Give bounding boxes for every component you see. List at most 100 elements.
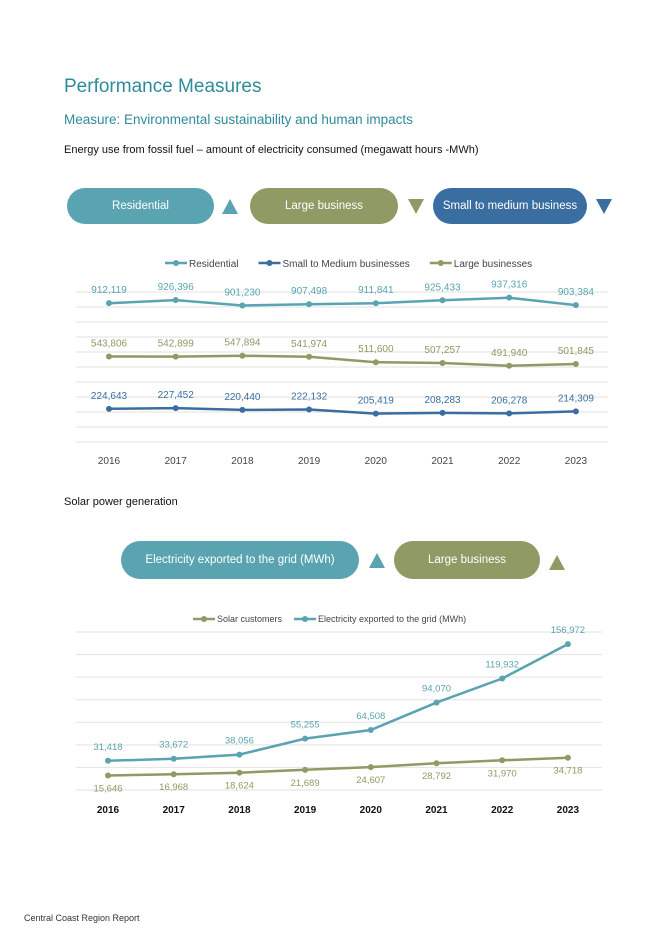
data-point	[367, 764, 374, 771]
data-point	[239, 406, 246, 413]
data-point	[172, 405, 179, 412]
x-tick-label: 2020	[360, 805, 383, 816]
data-label: 156,972	[551, 625, 585, 636]
data-point	[572, 408, 579, 415]
x-tick-label: 2020	[365, 456, 388, 467]
data-label: 206,278	[491, 395, 528, 406]
x-tick-label: 2016	[98, 456, 121, 467]
data-point	[239, 302, 246, 309]
data-point	[236, 769, 243, 776]
data-label: 912,119	[91, 285, 127, 296]
legend-label: Solar customers	[217, 614, 283, 624]
footer-text: Central Coast Region Report	[24, 913, 140, 923]
residential-pill: Residential	[67, 188, 214, 224]
data-point	[367, 727, 374, 734]
legend-marker	[201, 616, 207, 622]
data-point	[236, 751, 243, 758]
data-label: 911,841	[358, 285, 394, 296]
data-point	[572, 302, 579, 309]
data-point	[439, 409, 446, 416]
series-line	[108, 406, 576, 415]
up-triangle-icon	[222, 199, 238, 214]
data-label: 21,689	[291, 778, 320, 789]
data-point	[499, 675, 506, 682]
data-label: 55,255	[291, 720, 320, 731]
x-tick-label: 2018	[231, 456, 254, 467]
data-label: 901,230	[224, 288, 261, 299]
data-label: 64,508	[356, 711, 385, 722]
x-tick-label: 2017	[165, 456, 188, 467]
energy-caption: Energy use from fossil fuel – amount of …	[64, 144, 479, 156]
data-point	[106, 300, 112, 307]
data-point	[105, 757, 111, 764]
data-point	[306, 406, 313, 413]
data-point	[239, 352, 246, 359]
data-point	[439, 360, 446, 367]
data-label: 543,806	[91, 338, 128, 349]
x-tick-label: 2022	[491, 805, 514, 816]
up-triangle-icon	[549, 555, 565, 570]
data-point	[372, 410, 379, 417]
data-point	[372, 359, 379, 366]
data-point	[433, 699, 440, 706]
x-tick-label: 2021	[425, 805, 448, 816]
legend-label: Small to Medium businesses	[282, 259, 409, 270]
legend-label: Electricity exported to the grid (MWh)	[318, 614, 466, 624]
data-label: 491,940	[491, 348, 528, 359]
x-tick-label: 2023	[565, 456, 588, 467]
x-tick-label: 2016	[97, 805, 120, 816]
data-label: 16,968	[159, 782, 188, 793]
x-tick-label: 2019	[294, 805, 317, 816]
down-triangle-icon	[596, 199, 612, 214]
x-tick-label: 2022	[498, 456, 521, 467]
grid-export-pill: Electricity exported to the grid (MWh)	[121, 541, 359, 579]
energy-chart: Residential Small to Medium businesses Lar…	[76, 259, 608, 467]
down-triangle-icon	[408, 199, 424, 214]
data-point	[572, 360, 579, 367]
data-point	[372, 300, 379, 307]
data-point	[106, 353, 112, 360]
legend-marker	[266, 260, 273, 266]
data-label: 925,433	[424, 282, 461, 293]
data-point	[306, 353, 313, 360]
data-point	[564, 754, 571, 761]
x-tick-label: 2021	[431, 456, 454, 467]
solar-chart: Solar customers Electricity exported to t…	[76, 614, 602, 816]
data-label: 208,283	[424, 395, 461, 406]
large-business-pill: Large business	[250, 188, 398, 224]
data-point	[439, 297, 446, 304]
x-tick-label: 2017	[163, 805, 186, 816]
data-label: 501,845	[558, 346, 595, 357]
x-tick-label: 2023	[557, 805, 580, 816]
data-point	[564, 641, 571, 648]
data-label: 227,452	[158, 390, 195, 401]
data-point	[499, 757, 506, 764]
data-label: 205,419	[358, 396, 395, 407]
data-label: 222,132	[291, 391, 328, 402]
x-tick-label: 2018	[228, 805, 251, 816]
data-label: 511,600	[358, 344, 394, 355]
page-title: Performance Measures	[64, 76, 262, 97]
data-point	[506, 362, 513, 369]
data-point	[172, 297, 179, 304]
data-point	[506, 294, 513, 301]
data-label: 31,418	[93, 742, 122, 753]
data-label: 907,498	[291, 286, 328, 297]
x-tick-label: 2019	[298, 456, 321, 467]
data-label: 903,384	[558, 287, 595, 298]
legend-marker	[173, 260, 179, 266]
small-medium-business-pill: Small to medium business	[433, 188, 587, 224]
data-label: 119,932	[485, 660, 519, 671]
data-label: 94,070	[422, 684, 451, 695]
data-label: 542,899	[158, 339, 195, 350]
data-point	[106, 405, 112, 412]
data-point	[170, 771, 177, 778]
legend-label: Large businesses	[454, 259, 532, 270]
data-label: 28,792	[422, 771, 451, 782]
data-point	[506, 410, 513, 417]
up-triangle-icon	[369, 553, 385, 568]
legend-marker	[437, 260, 444, 266]
data-label: 18,624	[225, 781, 254, 792]
data-point	[170, 755, 177, 762]
data-label: 937,316	[491, 280, 528, 291]
